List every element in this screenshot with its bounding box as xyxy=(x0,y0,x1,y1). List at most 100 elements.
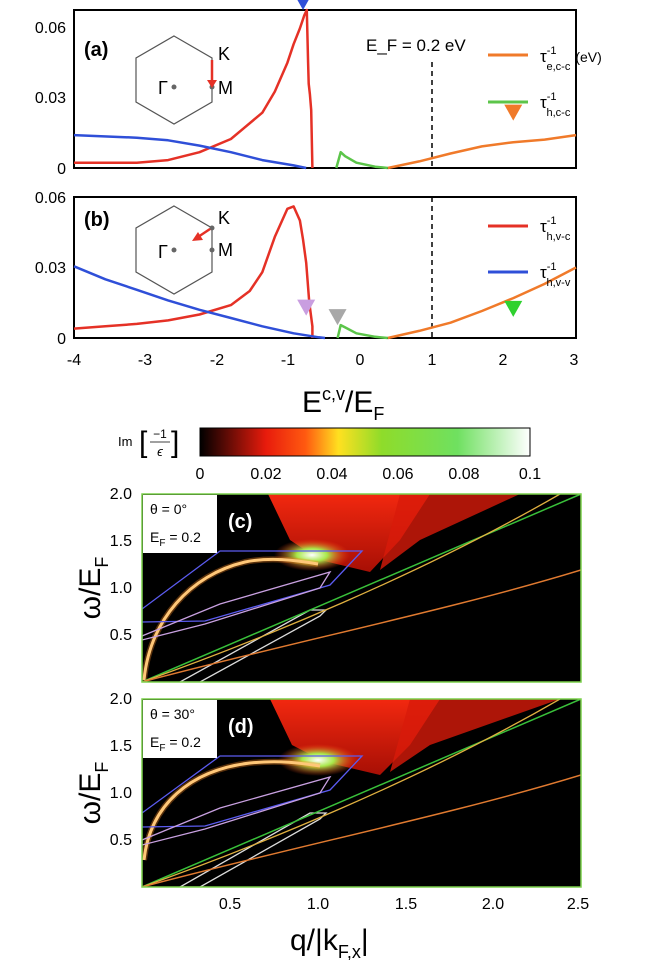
legend-green-label: τ-1 h,c-c xyxy=(540,91,571,119)
panel-c-blue-box xyxy=(142,550,364,623)
panel-b-legend: τ-1 h,v-c τ-1 h,v-v xyxy=(488,215,571,289)
inset-b-gamma-point xyxy=(171,247,177,253)
panel-d-xtick-0: 0.5 xyxy=(219,896,241,913)
colorbar-label-den: ϵ xyxy=(157,444,163,459)
panel-d-plasmon-glow xyxy=(142,758,321,861)
colorbar-label-prefix: Im xyxy=(118,434,132,449)
panel-c-map xyxy=(142,494,581,682)
panel-b-label: (b) xyxy=(84,209,110,231)
panel-d-ytick-2: 1.5 xyxy=(110,738,132,755)
xtick-b-3: -1 xyxy=(281,352,295,369)
panel-d-hotspot xyxy=(278,744,358,776)
panel-d-red-wedge xyxy=(390,699,560,772)
panel-a-ytick-2: 0.06 xyxy=(35,20,66,37)
panel-a-marker-0 xyxy=(297,0,309,10)
panel-d-blue-box xyxy=(142,755,364,828)
panel-b-marker-2 xyxy=(504,300,523,317)
panel-a-legend: τ-1 e,c-c(eV) τ-1 h,c-c xyxy=(488,45,602,119)
panel-c-plasmon-arc xyxy=(142,557,319,681)
panel-a-inset: Γ K M xyxy=(135,35,233,125)
panel-a-annotation: E_F = 0.2 eV xyxy=(366,36,466,55)
panel-b-ytick-2: 0.06 xyxy=(35,190,66,207)
panel-a: 0 0.03 0.06 (a) E_F = 0.2 eV Γ K M τ-1 e,… xyxy=(35,0,602,178)
colorbar-tick-0: 0 xyxy=(196,466,205,483)
colorbar-tick-3: 0.06 xyxy=(382,466,413,483)
panel-b-xlabel: Ec,v/EF xyxy=(302,384,384,424)
xtick-b-6: 2 xyxy=(499,352,508,369)
panel-d-theta: θ = 30° xyxy=(150,706,195,722)
panel-c-ytick-1: 1.0 xyxy=(110,580,132,597)
panel-b-xticks: -4 -3 -2 -1 0 1 2 3 4 xyxy=(67,352,579,369)
panel-b-marker-0 xyxy=(297,299,316,316)
inset-b-m-point xyxy=(209,247,215,253)
panel-b-series-1 xyxy=(73,265,326,340)
inset-b-k-label: K xyxy=(218,208,230,228)
colorbar-bracket-l: [ xyxy=(139,426,148,459)
panel-a-series-3 xyxy=(73,133,307,170)
inset-b-arrow-head xyxy=(192,232,203,241)
panel-d-ytick-1: 1.0 xyxy=(110,785,132,802)
panel-a-plot xyxy=(73,0,577,170)
panel-c: θ = 0° EF = 0.2 (c) 0.5 1.0 1.5 2.0 ω/EF xyxy=(74,486,582,683)
panel-c-ytick-2: 1.5 xyxy=(110,533,132,550)
colorbar-label-num: −1 xyxy=(153,427,167,441)
panel-a-frame xyxy=(73,9,577,169)
panel-c-info-box xyxy=(143,495,217,553)
panel-c-ylabel: ω/EF xyxy=(74,557,112,620)
colorbar-tick-2: 0.04 xyxy=(316,466,347,483)
inset-hexagon xyxy=(135,35,213,125)
panel-d-map xyxy=(142,699,581,887)
colorbar-tick-5: 0.1 xyxy=(519,466,541,483)
panel-b-plot xyxy=(73,205,577,340)
panel-d-xtick-1: 1.0 xyxy=(307,896,329,913)
panel-d-purple-box xyxy=(142,775,332,846)
panel-c-red-fan xyxy=(268,494,430,572)
panel-b-ytick-0: 0 xyxy=(57,331,66,348)
legend-blue-label: τ-1 h,v-v xyxy=(540,261,571,289)
panel-d-info-box xyxy=(143,700,217,758)
panel-b-series-2 xyxy=(387,266,577,340)
panel-c-white-box xyxy=(178,609,328,682)
inset-k-label: K xyxy=(218,44,230,64)
panel-d-ef: EF = 0.2 xyxy=(150,734,201,754)
panel-d: θ = 30° EF = 0.2 (d) 0.5 1.0 1.5 2.0 ω/E… xyxy=(74,691,589,960)
panel-a-series-0 xyxy=(387,133,577,170)
panel-b-inset: Γ K M xyxy=(135,205,233,295)
xtick-b-2: -2 xyxy=(210,352,224,369)
panel-d-orange-curve xyxy=(142,774,581,887)
inset-b-gamma-label: Γ xyxy=(158,242,168,262)
colorbar-tick-4: 0.08 xyxy=(448,466,479,483)
inset-gamma-label: Γ xyxy=(158,78,168,98)
inset-b-m-label: M xyxy=(218,240,233,260)
inset-arrow-head xyxy=(207,80,217,88)
panel-a-series-2 xyxy=(74,8,314,169)
panel-d-label: (d) xyxy=(228,716,254,738)
xtick-b-5: 1 xyxy=(428,352,437,369)
panel-c-ytick-3: 2.0 xyxy=(110,486,132,503)
xtick-b-4: 0 xyxy=(356,352,365,369)
panel-d-frame xyxy=(141,698,582,888)
panel-b-series-0 xyxy=(73,205,314,338)
panel-c-theta: θ = 0° xyxy=(150,501,187,517)
panel-c-yellow-curve xyxy=(142,494,561,682)
colorbar: Im [ −1 ϵ ] 0 0.02 0.04 0.06 0.08 0.1 xyxy=(118,426,541,483)
panel-b-series-3 xyxy=(336,323,388,340)
colorbar-tick-1: 0.02 xyxy=(250,466,281,483)
panel-d-xtick-3: 2.0 xyxy=(482,896,504,913)
legend-red-label: τ-1 h,v-c xyxy=(540,215,571,243)
panel-d-ytick-0: 0.5 xyxy=(110,832,132,849)
inset-b-k-point xyxy=(209,225,215,231)
panel-c-purple-box xyxy=(142,570,332,641)
panel-d-ylabel: ω/EF xyxy=(74,762,112,825)
panel-b-ytick-1: 0.03 xyxy=(35,260,66,277)
xtick-b-1: -3 xyxy=(138,352,152,369)
panel-d-ytick-3: 2.0 xyxy=(110,691,132,708)
panel-a-marker-1 xyxy=(504,104,523,121)
panel-d-yellow-curve xyxy=(142,699,561,887)
panel-c-hotspot xyxy=(274,539,350,571)
panel-c-red-wedge xyxy=(380,494,520,570)
panel-d-green-line xyxy=(142,699,581,887)
panel-c-orange-curve xyxy=(142,569,581,682)
panel-c-label: (c) xyxy=(228,511,252,533)
legend-orange-label: τ-1 e,c-c(eV) xyxy=(540,45,602,73)
